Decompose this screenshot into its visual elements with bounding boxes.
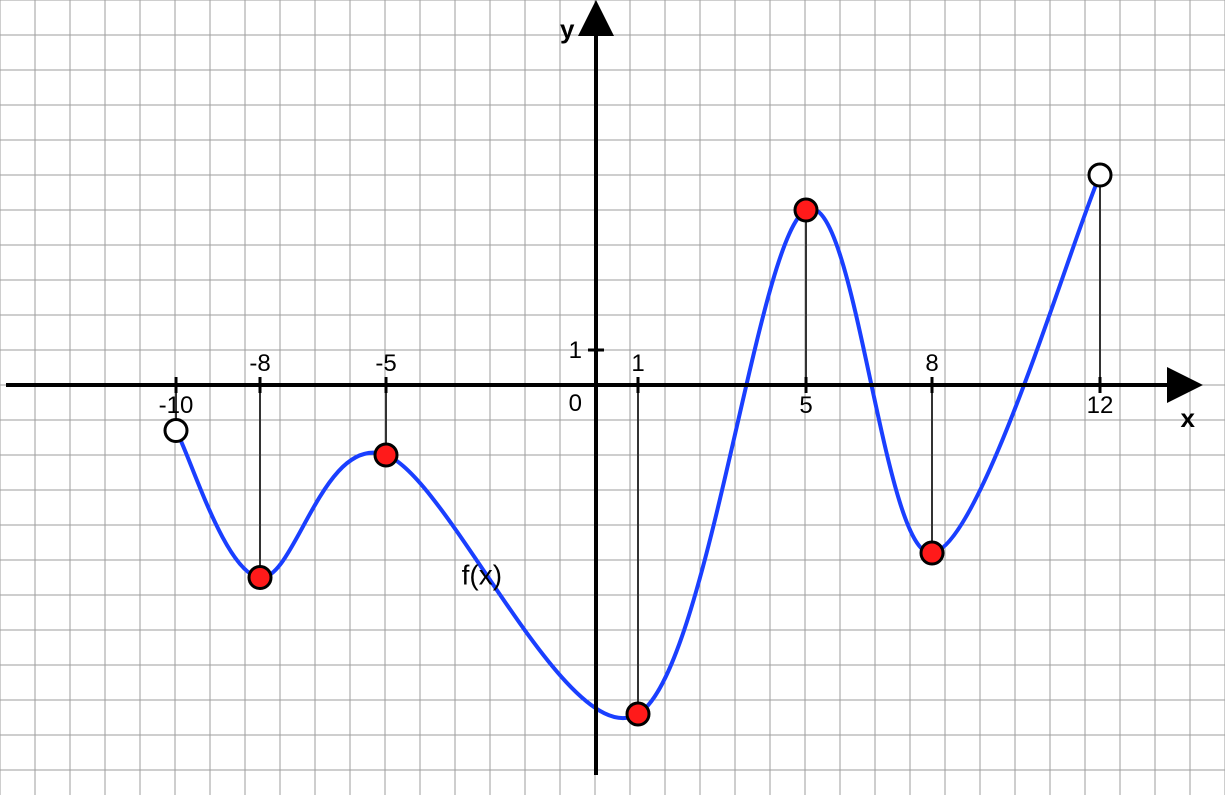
function-plot: -10 -8 -5 1 5 8 12 1 0 y x f(x) (0, 0, 1225, 795)
x-tick-label: 1 (631, 350, 644, 377)
x-tick-label: 5 (799, 392, 812, 419)
tick-labels: -10 -8 -5 1 5 8 12 1 0 (159, 337, 1114, 419)
y-tick-label: 1 (569, 337, 582, 364)
y-tick-label: 0 (569, 390, 582, 417)
y-axis-label: y (560, 14, 575, 44)
x-tick-label: -5 (375, 350, 396, 377)
x-tick-label: 8 (925, 350, 938, 377)
function-label: f(x) (462, 560, 502, 591)
x-axis-label: x (1181, 403, 1196, 433)
x-tick-label: 12 (1087, 392, 1114, 419)
x-tick-label: -10 (159, 392, 194, 419)
x-tick-label: -8 (249, 350, 270, 377)
